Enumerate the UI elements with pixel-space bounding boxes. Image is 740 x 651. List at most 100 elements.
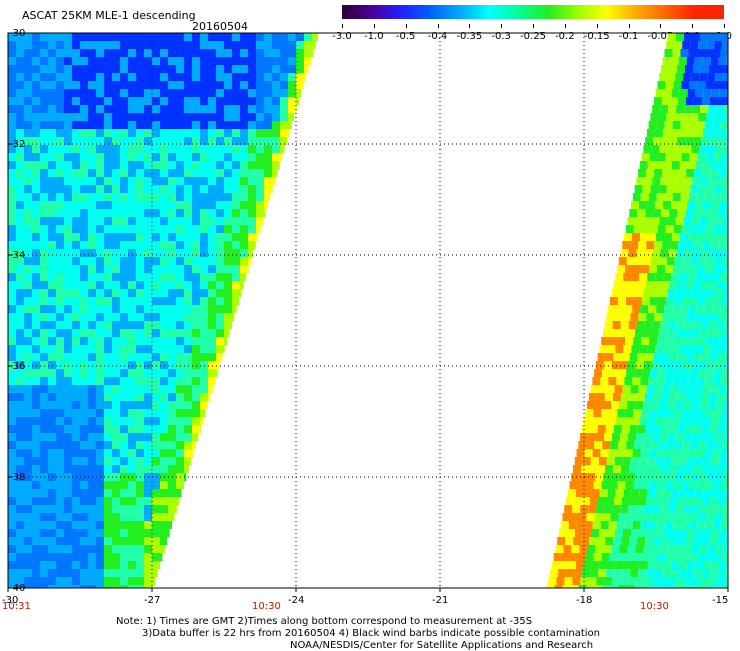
swath-cell-right: [717, 249, 725, 257]
swath-cell-left: [184, 129, 192, 137]
swath-cell-left: [80, 121, 88, 129]
swath-cell-left: [240, 177, 248, 185]
swath-cell-left: [48, 505, 56, 513]
swath-cell-left: [104, 273, 112, 281]
swath-cell-left: [24, 273, 32, 281]
swath-cell-right: [714, 113, 722, 121]
swath-cell-left: [120, 273, 128, 281]
swath-cell-left: [168, 233, 176, 241]
swath-cell-right: [657, 521, 665, 529]
swath-cell-left: [88, 329, 96, 337]
swath-cell-right: [569, 521, 577, 529]
swath-cell-left: [120, 513, 128, 521]
swath-cell-left: [144, 545, 152, 553]
swath-cell-left: [80, 577, 88, 585]
swath-cell-left: [48, 281, 56, 289]
swath-cell-left: [120, 481, 128, 489]
swath-cell-left: [160, 465, 168, 473]
swath-cell-left: [128, 481, 136, 489]
swath-cell-left: [112, 289, 120, 297]
swath-cell-right: [728, 417, 736, 425]
swath-cell-right: [666, 513, 674, 521]
swath-cell-left: [80, 337, 88, 345]
swath-cell-left: [168, 345, 176, 353]
swath-cell-left: [184, 33, 192, 41]
swath-cell-left: [72, 105, 80, 113]
swath-cell-left: [40, 89, 48, 97]
swath-cell-right: [660, 217, 668, 225]
swath-cell-left: [64, 425, 72, 433]
swath-cell-left: [112, 105, 120, 113]
swath-cell-left: [104, 393, 112, 401]
swath-cell-left: [88, 537, 96, 545]
swath-cell-left: [64, 393, 72, 401]
swath-cell-right: [707, 401, 715, 409]
swath-cell-left: [88, 433, 96, 441]
swath-cell-left: [248, 265, 249, 273]
swath-cell-right: [710, 241, 718, 249]
swath-cell-left: [248, 185, 256, 193]
swath-cell-right: [566, 497, 574, 505]
swath-cell-right: [623, 345, 631, 353]
swath-cell-right: [642, 441, 650, 449]
swath-cell-right: [640, 305, 648, 313]
swath-cell-left: [96, 569, 104, 577]
swath-cell-left: [24, 393, 32, 401]
swath-cell-right: [713, 265, 721, 273]
swath-cell-right: [692, 105, 700, 113]
swath-cell-right: [714, 297, 722, 305]
swath-cell-right: [691, 257, 699, 265]
swath-cell-right: [587, 545, 595, 553]
swath-cell-left: [96, 161, 104, 169]
swath-cell-right: [664, 561, 672, 569]
swath-cell-left: [152, 529, 160, 537]
swath-cell-right: [638, 425, 646, 433]
swath-cell-right: [698, 553, 706, 561]
swath-cell-right: [658, 113, 666, 121]
swath-cell-left: [152, 321, 160, 329]
swath-cell-left: [120, 185, 128, 193]
swath-cell-left: [40, 433, 48, 441]
swath-cell-left: [168, 457, 176, 465]
swath-cell-right: [620, 361, 628, 369]
swath-cell-right: [649, 265, 657, 273]
swath-cell-right: [625, 265, 633, 273]
swath-cell-left: [168, 481, 176, 489]
swath-cell-right: [709, 209, 717, 217]
swath-cell-left: [192, 289, 200, 297]
swath-cell-left: [272, 153, 280, 161]
swath-cell-left: [280, 41, 288, 49]
swath-cell-left: [80, 241, 88, 249]
swath-cell-right: [716, 105, 724, 113]
swath-cell-left: [168, 449, 176, 457]
swath-cell-left: [64, 41, 72, 49]
swath-cell-left: [216, 113, 224, 121]
swath-cell-left: [16, 57, 24, 65]
swath-cell-left: [216, 89, 224, 97]
swath-cell-right: [716, 177, 724, 185]
swath-cell-left: [104, 529, 112, 537]
swath-cell-right: [707, 145, 715, 153]
swath-cell-left: [32, 393, 40, 401]
swath-cell-right: [646, 313, 654, 321]
swath-cell-right: [697, 409, 705, 417]
swath-cell-left: [40, 337, 48, 345]
swath-cell-left: [96, 105, 104, 113]
swath-cell-left: [80, 185, 88, 193]
swath-cell-left: [96, 529, 104, 537]
swath-cell-right: [633, 409, 641, 417]
swath-cell-left: [24, 193, 32, 201]
swath-cell-right: [687, 201, 695, 209]
swath-cell-right: [661, 209, 669, 217]
swath-cell-left: [200, 273, 208, 281]
swath-cell-left: [32, 465, 40, 473]
swath-cell-right: [707, 329, 715, 337]
swath-cell-left: [40, 545, 48, 553]
swath-cell-right: [656, 161, 664, 169]
swath-cell-left: [72, 489, 80, 497]
swath-cell-left: [40, 241, 48, 249]
swath-cell-left: [128, 153, 136, 161]
swath-cell-left: [80, 89, 88, 97]
swath-cell-left: [264, 177, 272, 185]
swath-cell-left: [112, 529, 120, 537]
